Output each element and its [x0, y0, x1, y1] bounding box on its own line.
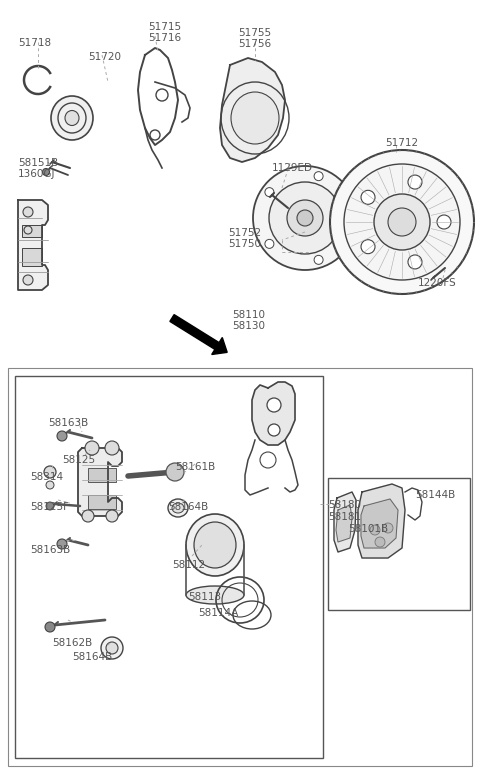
Text: 51756: 51756 — [238, 39, 271, 49]
Polygon shape — [334, 492, 356, 552]
Text: 58125: 58125 — [62, 455, 95, 465]
Text: 51716: 51716 — [148, 33, 181, 43]
Polygon shape — [18, 200, 48, 290]
Text: 58125F: 58125F — [30, 502, 69, 512]
Circle shape — [85, 441, 99, 455]
Circle shape — [46, 481, 54, 489]
Text: 51718: 51718 — [18, 38, 51, 48]
Text: 51720: 51720 — [88, 52, 121, 62]
Bar — [22, 225, 42, 237]
Circle shape — [374, 194, 430, 250]
Text: 58151B: 58151B — [18, 158, 58, 168]
Text: 51712: 51712 — [385, 138, 418, 148]
Circle shape — [253, 166, 357, 270]
Text: 51755: 51755 — [238, 28, 271, 38]
Circle shape — [345, 213, 353, 223]
Text: 58110: 58110 — [232, 310, 265, 320]
Text: 58163B: 58163B — [30, 545, 70, 555]
Ellipse shape — [51, 96, 93, 140]
Bar — [88, 495, 116, 509]
Circle shape — [268, 424, 280, 436]
Bar — [8, 368, 472, 766]
Text: 58164B: 58164B — [72, 652, 112, 662]
Text: 1360GJ: 1360GJ — [18, 169, 56, 179]
Circle shape — [45, 622, 55, 632]
Polygon shape — [336, 505, 352, 542]
Circle shape — [361, 240, 375, 253]
Circle shape — [408, 175, 422, 189]
Circle shape — [330, 150, 474, 294]
Circle shape — [24, 226, 32, 234]
Text: 58161B: 58161B — [175, 462, 215, 472]
Circle shape — [101, 637, 123, 659]
Text: 58181: 58181 — [328, 512, 361, 522]
Circle shape — [57, 431, 67, 441]
Circle shape — [383, 523, 393, 533]
Polygon shape — [252, 382, 295, 445]
Polygon shape — [358, 484, 405, 558]
Bar — [22, 248, 42, 266]
Ellipse shape — [58, 103, 86, 133]
Text: 58144B: 58144B — [415, 490, 455, 500]
Circle shape — [269, 182, 341, 254]
Circle shape — [105, 441, 119, 455]
Ellipse shape — [231, 92, 279, 144]
Circle shape — [156, 89, 168, 101]
Circle shape — [260, 452, 276, 468]
Bar — [15, 376, 323, 758]
Circle shape — [314, 256, 323, 264]
Bar — [88, 468, 116, 482]
Circle shape — [44, 466, 56, 478]
Ellipse shape — [186, 586, 244, 604]
Circle shape — [267, 398, 281, 412]
Text: 51715: 51715 — [148, 22, 181, 32]
Polygon shape — [220, 58, 285, 162]
Circle shape — [361, 190, 375, 204]
Circle shape — [314, 172, 323, 181]
Text: 51752: 51752 — [228, 228, 261, 238]
Circle shape — [287, 200, 323, 236]
Ellipse shape — [172, 503, 184, 513]
Circle shape — [437, 215, 451, 229]
Text: 58101B: 58101B — [348, 524, 388, 534]
Circle shape — [265, 239, 274, 249]
Ellipse shape — [194, 522, 236, 568]
Circle shape — [43, 168, 49, 175]
Text: 58163B: 58163B — [48, 418, 88, 428]
Circle shape — [82, 510, 94, 522]
Circle shape — [408, 255, 422, 269]
Text: 1220FS: 1220FS — [418, 278, 457, 288]
Polygon shape — [78, 448, 122, 516]
Text: 58113: 58113 — [188, 592, 221, 602]
Circle shape — [375, 537, 385, 547]
FancyArrow shape — [170, 314, 227, 354]
Circle shape — [106, 510, 118, 522]
Ellipse shape — [65, 110, 79, 125]
Circle shape — [150, 130, 160, 140]
Text: 1129ED: 1129ED — [272, 163, 313, 173]
Circle shape — [23, 207, 33, 217]
Text: 58314: 58314 — [30, 472, 63, 482]
Ellipse shape — [186, 514, 244, 576]
Bar — [328, 478, 470, 610]
Text: 58164B: 58164B — [168, 502, 208, 512]
Text: 58180: 58180 — [328, 500, 361, 510]
Text: 58112: 58112 — [172, 560, 205, 570]
Circle shape — [297, 210, 313, 226]
Circle shape — [388, 208, 416, 236]
Ellipse shape — [168, 499, 188, 517]
Polygon shape — [361, 499, 398, 548]
Text: 58114A: 58114A — [198, 608, 238, 618]
Circle shape — [370, 525, 380, 535]
Text: 58162B: 58162B — [52, 638, 92, 648]
Circle shape — [106, 642, 118, 654]
Circle shape — [46, 502, 54, 510]
Circle shape — [166, 463, 184, 481]
Circle shape — [265, 188, 274, 196]
Text: 51750: 51750 — [228, 239, 261, 249]
Circle shape — [23, 275, 33, 285]
Circle shape — [57, 539, 67, 549]
Text: 58130: 58130 — [232, 321, 265, 331]
Circle shape — [344, 164, 460, 280]
